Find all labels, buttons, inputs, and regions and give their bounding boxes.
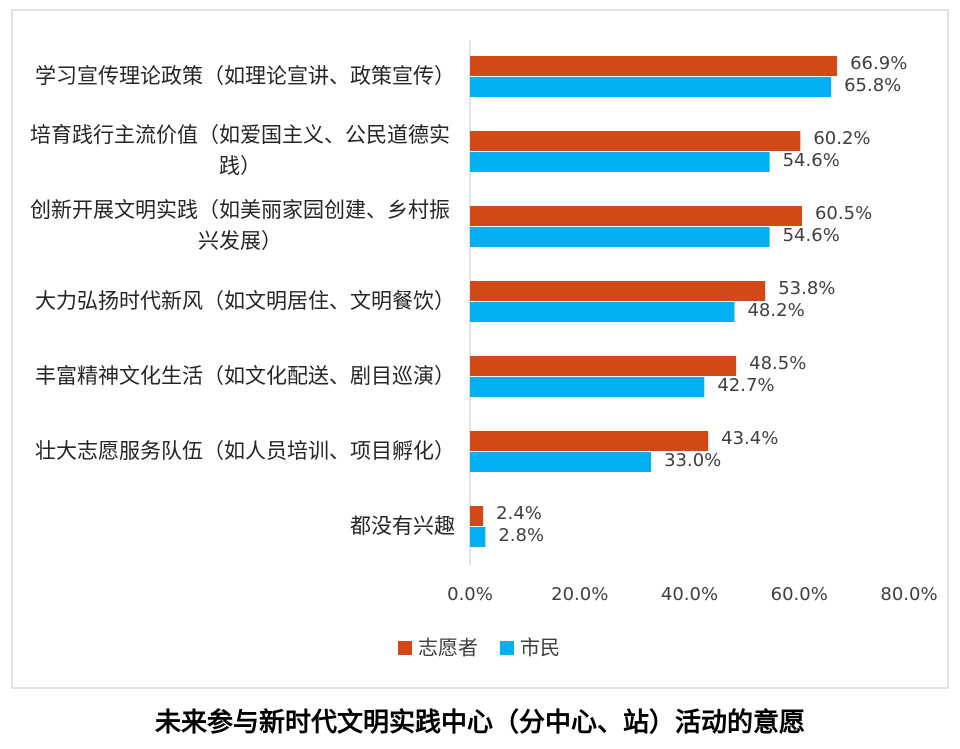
category-text: 创新开展文明实践（如美丽家园创建、乡村振兴发展） xyxy=(30,198,450,253)
value-label: 53.8% xyxy=(778,278,835,299)
category-text: 学习宣传理论政策（如理论宣讲、政策宣传） xyxy=(35,63,455,88)
value-label: 66.9% xyxy=(850,53,907,74)
category-text: 大力弘扬时代新风（如文明居住、文明餐饮） xyxy=(35,288,455,313)
bar xyxy=(470,77,832,97)
x-tick-label: 60.0% xyxy=(771,584,828,605)
value-label: 2.4% xyxy=(496,503,542,524)
bar xyxy=(470,527,486,547)
x-tick-label: 20.0% xyxy=(551,584,608,605)
y-tick-label: 创新开展文明实践（如美丽家园创建、乡村振兴发展） xyxy=(15,191,455,261)
x-tick-label: 0.0% xyxy=(447,584,493,605)
category-text: 壮大志愿服务队伍（如人员培训、项目孵化） xyxy=(35,438,455,463)
legend-label: 市民 xyxy=(520,636,560,660)
legend-swatch xyxy=(500,641,514,655)
y-tick-label: 大力弘扬时代新风（如文明居住、文明餐饮） xyxy=(15,266,455,336)
bar xyxy=(470,377,705,397)
value-label: 54.6% xyxy=(783,150,840,171)
y-tick-label: 学习宣传理论政策（如理论宣讲、政策宣传） xyxy=(15,41,455,111)
bar xyxy=(470,56,838,76)
bar xyxy=(470,452,652,472)
category-text: 丰富精神文化生活（如文化配送、剧目巡演） xyxy=(35,363,455,388)
category-text: 都没有兴趣 xyxy=(350,513,455,538)
y-tick-label: 都没有兴趣 xyxy=(15,491,455,561)
value-label: 42.7% xyxy=(717,375,774,396)
value-label: 2.8% xyxy=(498,525,544,546)
bar xyxy=(470,506,484,526)
bar xyxy=(470,281,766,301)
y-tick-label: 壮大志愿服务队伍（如人员培训、项目孵化） xyxy=(15,416,455,486)
value-label: 48.5% xyxy=(749,353,806,374)
bar xyxy=(470,302,735,322)
bar xyxy=(470,356,737,376)
legend-swatch xyxy=(398,641,412,655)
value-label: 43.4% xyxy=(721,428,778,449)
value-label: 33.0% xyxy=(664,450,721,471)
legend-label: 志愿者 xyxy=(418,636,478,660)
x-tick-label: 80.0% xyxy=(880,584,937,605)
bar xyxy=(470,131,801,151)
bar xyxy=(470,227,770,247)
category-text: 培育践行主流价值（如爱国主义、公民道德实践） xyxy=(30,123,450,178)
x-tick-label: 40.0% xyxy=(661,584,718,605)
y-tick-label: 培育践行主流价值（如爱国主义、公民道德实践） xyxy=(15,116,455,186)
bar xyxy=(470,152,770,172)
chart-frame xyxy=(11,9,949,689)
value-label: 60.5% xyxy=(815,203,872,224)
bar xyxy=(470,206,802,226)
bar xyxy=(470,431,709,451)
value-label: 65.8% xyxy=(844,75,901,96)
value-label: 54.6% xyxy=(783,225,840,246)
value-label: 60.2% xyxy=(813,128,870,149)
value-label: 48.2% xyxy=(747,300,804,321)
y-tick-label: 丰富精神文化生活（如文化配送、剧目巡演） xyxy=(15,341,455,411)
chart-title: 未来参与新时代文明实践中心（分中心、站）活动的意愿 xyxy=(154,708,805,738)
